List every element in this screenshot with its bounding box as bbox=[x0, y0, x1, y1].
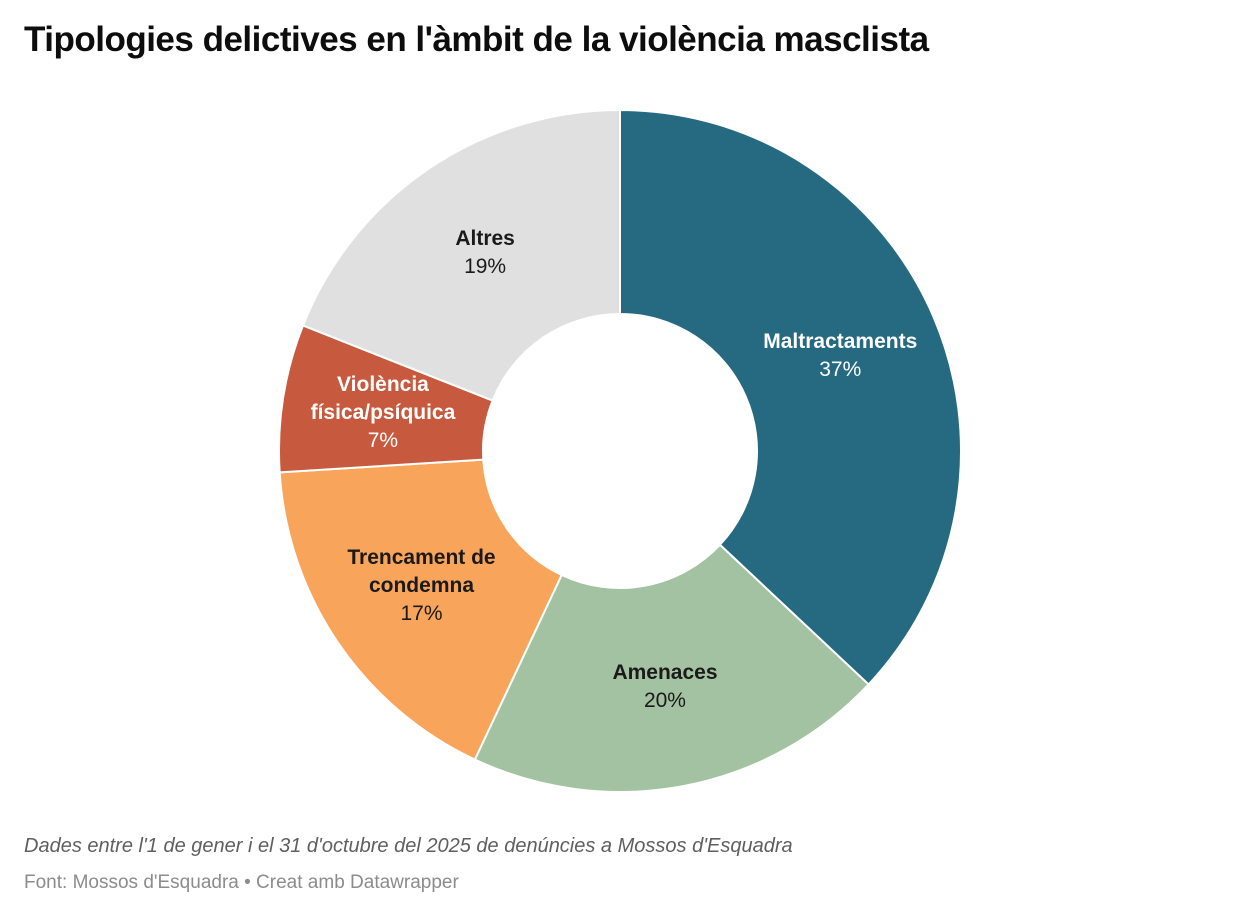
slice-amenaces[interactable] bbox=[473, 543, 870, 793]
slice-altres[interactable] bbox=[301, 109, 621, 402]
chart-notes: Dades entre l'1 de gener i el 31 d'octub… bbox=[24, 835, 793, 857]
slice-trencament-de-condemna[interactable] bbox=[278, 458, 563, 761]
slice-maltractaments[interactable] bbox=[619, 109, 962, 686]
chart-source: Font: Mossos d'Esquadra • Creat amb Data… bbox=[24, 872, 459, 893]
chart-title: Tipologies delictives en l'àmbit de la v… bbox=[24, 20, 929, 59]
